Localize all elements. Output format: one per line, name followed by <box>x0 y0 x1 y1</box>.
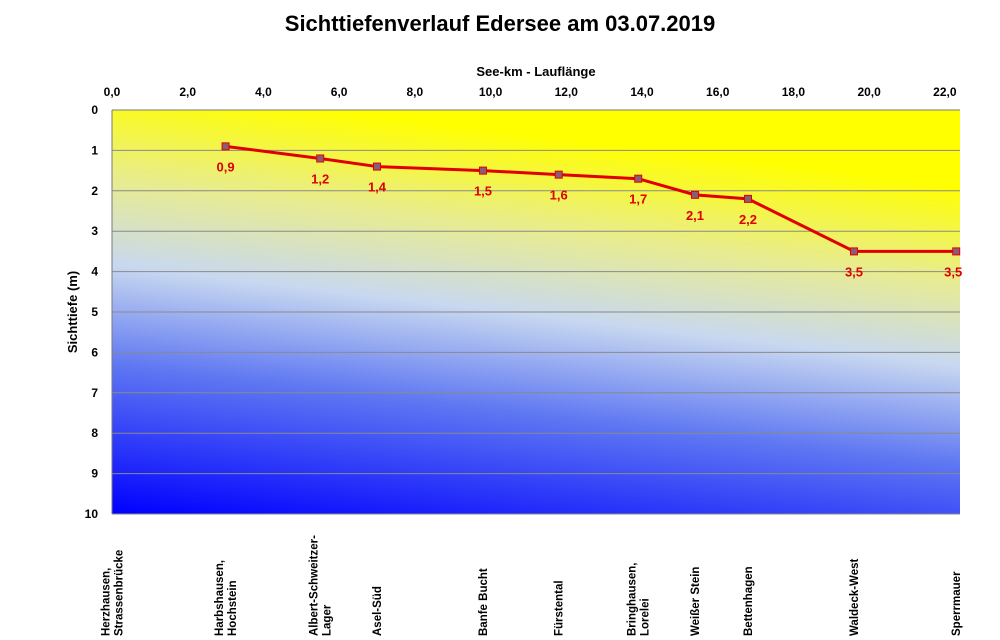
x-tick-label: 0,0 <box>104 85 121 99</box>
location-label: Bettenhagen <box>743 566 755 636</box>
data-point-marker <box>554 170 563 179</box>
data-labels: 0,9 1,2 1,4 1,5 1,6 1,7 2,1 2,2 3,5 3,5 <box>217 159 963 279</box>
data-point-marker <box>479 166 487 175</box>
y-tick-label: 2 <box>91 184 98 198</box>
x-tick-label: 2,0 <box>179 85 196 99</box>
data-label: 3,5 <box>944 264 962 279</box>
y-tick-label: 0 <box>91 103 98 117</box>
location-label: Harbshausen, <box>214 560 226 636</box>
x-tick-label: 14,0 <box>630 85 654 99</box>
x-tick-label: 22,0 <box>933 85 957 99</box>
x-tick-label: 20,0 <box>857 85 881 99</box>
location-label: Strassenbrücke <box>114 550 126 636</box>
x-axis-title: See-km - Lauflänge <box>476 64 595 79</box>
data-label: 2,1 <box>686 208 704 223</box>
y-tick-label: 8 <box>91 426 98 440</box>
location-label: Lager <box>322 604 334 636</box>
data-label: 1,2 <box>311 171 329 186</box>
location-labels: Herzhausen, Strassenbrücke Harbshausen, Hoc… <box>101 535 964 636</box>
location-label: Hochstein <box>227 580 239 636</box>
y-tick-label: 6 <box>91 345 98 359</box>
location-label: Herzhausen, <box>101 568 113 636</box>
y-tick-label: 1 <box>91 143 98 157</box>
data-point-marker <box>952 247 961 256</box>
gridlines <box>112 149 960 515</box>
y-tick-label: 7 <box>91 386 98 400</box>
location-label: Fürstental <box>554 580 566 636</box>
data-point-marker <box>373 162 381 171</box>
x-tick-label: 16,0 <box>706 85 730 99</box>
x-tick-label: 18,0 <box>782 85 806 99</box>
data-point-marker <box>691 190 699 199</box>
location-label: Albert-Schweitzer- <box>309 535 321 636</box>
axes: 0 1 2 3 4 5 6 7 8 9 10 0,0 2,0 4,0 6,0 8,0 10,0 12,0 14,0 1… <box>85 85 960 521</box>
data-point-marker <box>634 174 643 183</box>
data-point-marker <box>744 194 752 203</box>
location-label: Lorelei <box>640 598 652 636</box>
data-label: 1,4 <box>368 180 387 195</box>
location-label: Asel-Süd <box>372 586 384 636</box>
data-label: 1,7 <box>629 192 647 207</box>
location-label: Sperrmauer <box>951 571 963 636</box>
data-label: 1,6 <box>550 188 568 203</box>
series-line <box>221 142 961 256</box>
data-label: 3,5 <box>845 264 863 279</box>
x-tick-label: 8,0 <box>407 85 424 99</box>
chart-title: Sichttiefenverlauf Edersee am 03.07.2019 <box>285 11 715 36</box>
y-tick-label: 3 <box>91 224 98 238</box>
y-tick-label: 9 <box>91 467 98 481</box>
location-label: Bringhausen, <box>627 563 639 636</box>
x-tick-label: 4,0 <box>255 85 272 99</box>
location-label: Banfe Bucht <box>478 568 490 636</box>
location-label: Weißer Stein <box>690 567 702 636</box>
data-label: 2,2 <box>739 212 757 227</box>
data-label: 0,9 <box>217 159 235 174</box>
data-point-marker <box>316 154 325 163</box>
location-label: Waldeck-West <box>849 559 861 636</box>
x-tick-label: 6,0 <box>331 85 348 99</box>
x-tick-label: 10,0 <box>479 85 503 99</box>
y-tick-label: 10 <box>85 507 99 521</box>
y-tick-label: 5 <box>91 305 98 319</box>
y-axis-title: Sichttiefe (m) <box>65 271 80 353</box>
x-tick-label: 12,0 <box>555 85 579 99</box>
y-tick-label: 4 <box>91 265 98 279</box>
data-point-marker <box>221 142 230 151</box>
series-line-path <box>225 144 957 253</box>
data-label: 1,5 <box>474 184 492 199</box>
data-point-marker <box>850 247 858 256</box>
